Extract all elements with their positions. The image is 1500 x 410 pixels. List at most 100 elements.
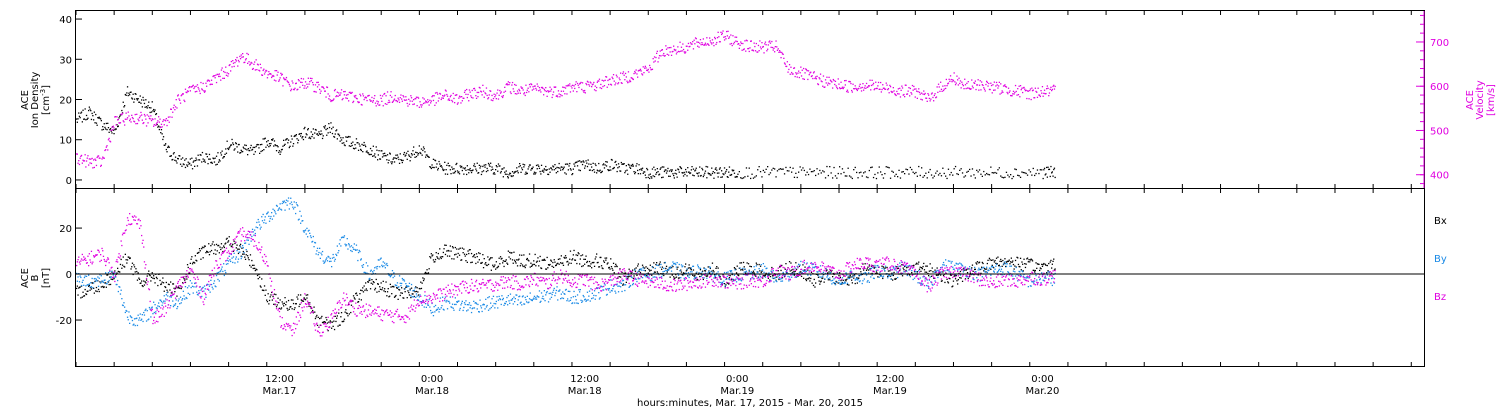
b-x-point <box>803 269 805 271</box>
velocity-point <box>379 104 381 106</box>
velocity-point <box>415 96 418 98</box>
b-y-point <box>208 285 211 287</box>
velocity-point <box>347 93 349 96</box>
b-x-point <box>628 268 630 270</box>
b-x-point <box>1027 261 1029 263</box>
b-y-point <box>644 274 646 277</box>
density-point <box>513 172 515 174</box>
b-x-point <box>413 290 415 292</box>
velocity-point <box>136 122 139 125</box>
b-y-point <box>503 304 505 306</box>
density-point <box>220 154 223 156</box>
b-y-point <box>598 292 600 294</box>
b-x-point <box>752 271 754 274</box>
b-x-point <box>416 287 418 289</box>
b-x-point <box>172 283 174 285</box>
velocity-point <box>793 67 796 69</box>
b-y-point <box>252 231 254 233</box>
b-x-point <box>637 265 639 267</box>
b-x-point <box>225 242 227 244</box>
b-y-point <box>80 284 83 287</box>
velocity-point <box>1032 89 1034 91</box>
velocity-point <box>495 94 497 96</box>
b-x-point <box>940 280 943 282</box>
b-y-point <box>767 274 769 276</box>
b-x-point <box>345 309 347 311</box>
velocity-point <box>702 38 704 40</box>
velocity-point <box>124 118 126 120</box>
b-x-point <box>740 262 743 264</box>
b-y-point <box>623 284 625 286</box>
b-y-point <box>741 277 743 280</box>
b-x-point <box>263 289 265 292</box>
density-point <box>637 169 639 172</box>
b-x-point <box>516 259 518 261</box>
b-x-point <box>771 275 774 277</box>
velocity-point <box>806 70 808 72</box>
b-x-point <box>478 259 480 261</box>
velocity-point <box>326 86 328 88</box>
density-point <box>681 172 683 174</box>
density-point <box>511 175 513 178</box>
b-x-point <box>331 321 334 323</box>
velocity-point <box>235 59 237 61</box>
b-y-point <box>80 276 82 279</box>
b-x-point <box>1048 262 1050 265</box>
b-y-point <box>229 259 231 261</box>
b-y-point <box>136 324 139 327</box>
density-point <box>1043 169 1045 171</box>
b-y-point <box>726 275 728 277</box>
b-x-point <box>165 286 167 289</box>
b-x-point <box>992 259 994 261</box>
b-x-point <box>521 264 524 266</box>
b-x-point <box>863 269 865 271</box>
velocity-point <box>319 88 321 91</box>
b-y-point <box>105 272 107 274</box>
velocity-point <box>937 91 939 93</box>
velocity-point <box>283 78 285 80</box>
b-y-point <box>298 218 300 220</box>
density-point <box>285 139 287 141</box>
b-x-point <box>379 288 382 290</box>
velocity-point <box>450 94 452 97</box>
density-point <box>1047 166 1049 168</box>
b-x-point <box>635 267 637 269</box>
velocity-point <box>411 100 413 102</box>
b-y-point <box>673 263 675 265</box>
b-y-point <box>104 279 106 281</box>
velocity-point <box>912 89 914 91</box>
b-y-point <box>411 296 413 298</box>
b-y-point <box>302 230 305 232</box>
b-x-point <box>726 278 728 280</box>
b-x-point <box>398 289 401 291</box>
velocity-point <box>551 96 553 99</box>
b-x-point <box>196 252 199 254</box>
velocity-point <box>155 124 157 126</box>
velocity-point <box>547 91 550 93</box>
b-x-point <box>114 270 116 272</box>
velocity-point <box>771 46 774 49</box>
b-y-point <box>160 299 162 301</box>
velocity-point <box>1006 91 1008 94</box>
b-y-point <box>193 286 195 288</box>
density-point <box>632 163 634 166</box>
b-x-point <box>93 287 95 289</box>
b-x-point <box>244 258 247 260</box>
b-y-point <box>336 254 338 257</box>
b-y-point <box>291 203 293 206</box>
b-y-point <box>759 276 762 278</box>
density-point <box>654 169 656 171</box>
velocity-point <box>594 85 596 87</box>
b-y-point <box>124 311 126 314</box>
b-y-point <box>679 270 681 272</box>
b-x-point <box>167 291 169 293</box>
velocity-point <box>950 78 952 81</box>
b-y-point <box>583 296 585 298</box>
b-y-point <box>307 236 309 238</box>
b-x-point <box>314 311 316 313</box>
density-point <box>245 144 247 147</box>
density-point <box>732 170 734 172</box>
velocity-point <box>184 100 186 103</box>
b-y-point <box>391 270 394 272</box>
b-y-point <box>191 282 193 284</box>
